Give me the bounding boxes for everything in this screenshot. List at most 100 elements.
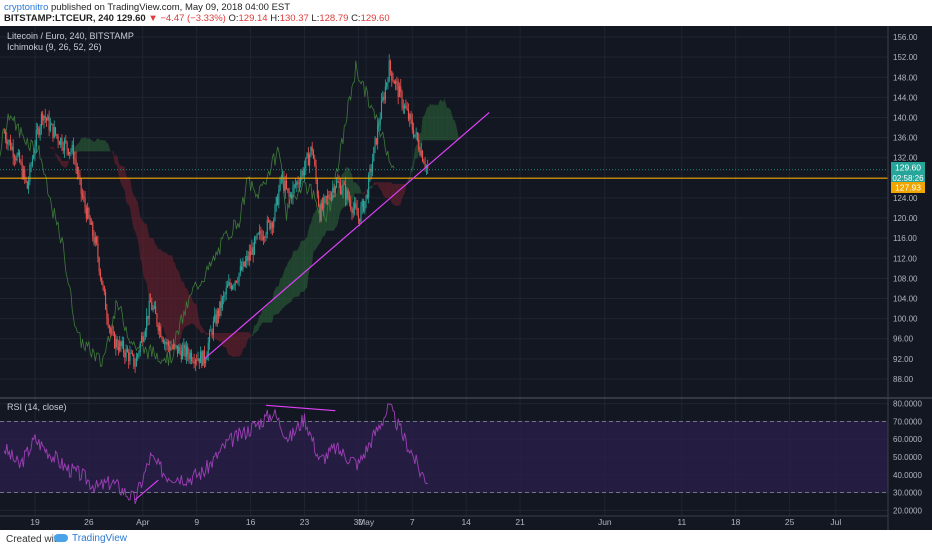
- trend-line[interactable]: [204, 111, 490, 360]
- candle-body: [374, 138, 376, 148]
- candle-body: [345, 184, 347, 200]
- ichimoku-cloud-segment: [450, 109, 453, 141]
- ichimoku-cloud-segment: [314, 209, 317, 251]
- ichimoku-cloud-segment: [85, 136, 87, 152]
- brand-link[interactable]: TradingView: [54, 533, 127, 544]
- candle-body: [300, 176, 302, 185]
- rsi-title[interactable]: RSI (14, close): [7, 402, 67, 412]
- candle-body: [216, 310, 218, 324]
- ichimoku-cloud-segment: [77, 143, 79, 153]
- ichimoku-cloud-segment: [358, 185, 360, 194]
- ichimoku-cloud-segment: [83, 136, 86, 152]
- candle-body: [123, 341, 125, 353]
- rsi-divergence-line[interactable]: [265, 404, 336, 412]
- candle-body: [173, 344, 175, 348]
- ichimoku-cloud-segment: [351, 174, 354, 203]
- candle-body: [343, 184, 345, 185]
- candle-body: [85, 207, 87, 219]
- ichimoku-cloud-segment: [164, 251, 166, 336]
- candle-body: [152, 308, 154, 310]
- candle-body: [24, 169, 26, 178]
- ichimoku-cloud-segment: [309, 223, 311, 269]
- candle-body: [250, 251, 252, 255]
- ichimoku-cloud-segment: [251, 330, 254, 337]
- ichimoku-cloud-segment: [240, 332, 242, 357]
- candle-body: [19, 152, 21, 162]
- candle-body: [183, 344, 185, 349]
- candle-body: [174, 344, 176, 346]
- candle-body: [146, 315, 148, 331]
- candle-body: [175, 345, 177, 347]
- close-value: 129.60: [360, 13, 390, 24]
- candle-body: [185, 346, 187, 357]
- candle-body: [65, 140, 67, 142]
- candle-body: [337, 181, 339, 183]
- ichimoku-cloud-segment: [105, 140, 107, 152]
- candle-body: [365, 194, 367, 202]
- candle-body: [259, 230, 261, 234]
- ichimoku-cloud-segment: [241, 332, 243, 354]
- candle-body: [260, 230, 262, 236]
- ichimoku-cloud-segment: [399, 184, 401, 206]
- ichimoku-cloud-segment: [303, 240, 305, 292]
- candle-body: [398, 86, 401, 98]
- candle-body: [383, 96, 385, 100]
- ichimoku-cloud-segment: [290, 257, 292, 303]
- ichimoku-cloud-segment: [176, 267, 178, 351]
- ichimoku-cloud-segment: [140, 216, 142, 262]
- chart-area[interactable]: 156.00 152.00 148.00 144.00 140.00 136.00 132.…: [0, 26, 932, 530]
- candle-body: [182, 348, 184, 360]
- candle-body: [382, 96, 384, 101]
- countdown-badge-bg: [891, 173, 925, 183]
- candle-body: [196, 359, 198, 361]
- rsi-pane: [0, 402, 888, 504]
- candle-body: [30, 165, 32, 166]
- candle-body: [244, 261, 247, 267]
- candle-body: [84, 198, 86, 208]
- price-tick-label: 156.00: [893, 33, 918, 42]
- ichimoku-cloud-segment: [214, 333, 216, 340]
- rsi-band-fill: [0, 421, 888, 493]
- candle-body: [148, 300, 150, 319]
- candle-body: [302, 170, 304, 176]
- price-tick-label: 92.00: [893, 355, 914, 364]
- ichimoku-cloud-segment: [381, 182, 383, 195]
- ichimoku-cloud-segment: [336, 187, 338, 227]
- candle-body: [303, 168, 306, 176]
- candle-body: [360, 206, 362, 222]
- ichimoku-cloud-segment: [453, 119, 455, 141]
- candle-body: [78, 174, 80, 175]
- candle-body: [226, 285, 229, 288]
- candle-body: [56, 134, 58, 137]
- candle-body: [121, 341, 123, 347]
- candle-body: [268, 219, 270, 221]
- ichimoku-cloud-segment: [422, 116, 424, 141]
- rsi-divergence-line[interactable]: [134, 479, 159, 501]
- ichimoku-cloud-segment: [195, 304, 197, 328]
- price-tick-label: 124.00: [893, 194, 918, 203]
- author-link[interactable]: cryptonitro: [4, 2, 49, 13]
- ichimoku-cloud-segment: [45, 139, 47, 147]
- candle-body: [405, 105, 407, 109]
- candle-body: [8, 140, 10, 142]
- candle-body: [52, 123, 54, 138]
- ichimoku-cloud-segment: [131, 185, 133, 224]
- low-label: L:: [311, 13, 320, 24]
- candle-body: [189, 352, 191, 360]
- ichimoku-cloud-segment: [231, 333, 233, 358]
- level-badge: 127.93: [895, 183, 921, 193]
- ichimoku-cloud-segment: [228, 333, 231, 356]
- indicator-label[interactable]: Ichimoku (9, 26, 52, 26): [7, 42, 102, 52]
- candle-body: [49, 124, 51, 131]
- candle-body: [373, 147, 375, 162]
- candle-body: [208, 331, 211, 343]
- ichimoku-cloud-segment: [52, 147, 55, 149]
- ichimoku-cloud-segment: [254, 325, 256, 333]
- candle-body: [294, 184, 297, 186]
- chart-canvas[interactable]: 156.00 152.00 148.00 144.00 140.00 136.00 132.…: [0, 26, 932, 530]
- candle-body: [202, 350, 204, 366]
- candle-body: [143, 336, 145, 342]
- candle-body: [411, 119, 413, 130]
- ichimoku-cloud-segment: [129, 177, 132, 216]
- ichimoku-cloud-segment: [246, 332, 249, 344]
